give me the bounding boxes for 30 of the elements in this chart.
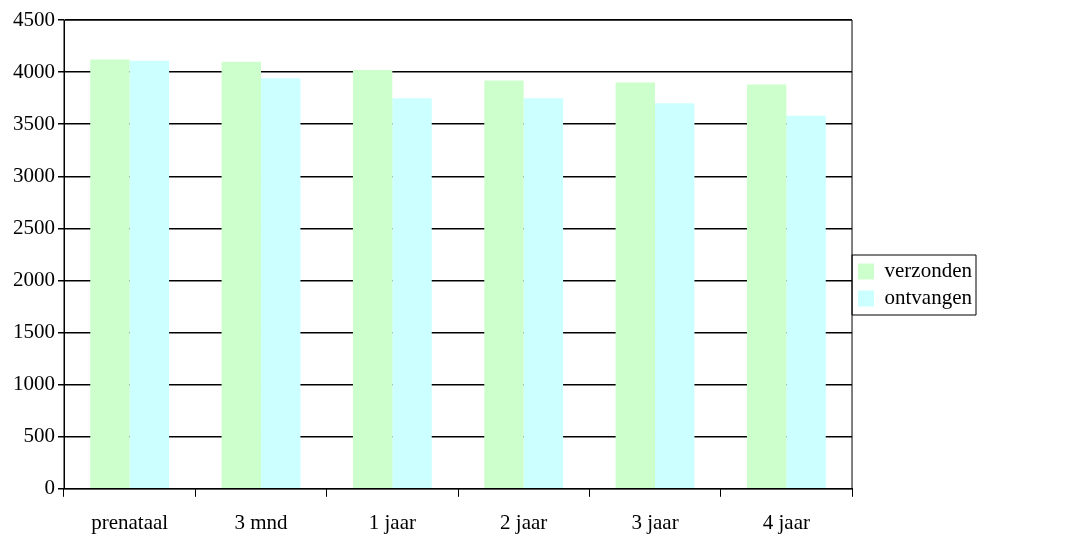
- y-tick-label: 1500: [13, 319, 55, 344]
- bar: [523, 98, 564, 489]
- legend-label: verzonden: [884, 258, 973, 283]
- bar: [129, 60, 170, 489]
- y-tick-label: 2000: [13, 266, 55, 291]
- bar: [90, 59, 130, 489]
- x-tick-label: 1 jaar: [368, 509, 416, 534]
- bar: [221, 61, 262, 489]
- y-tick-label: 3000: [13, 162, 55, 187]
- bar: [746, 84, 787, 489]
- bar: [786, 115, 826, 489]
- bar: [655, 103, 695, 489]
- y-tick-label: 3500: [13, 110, 55, 135]
- bar: [484, 80, 524, 489]
- bar: [352, 70, 393, 489]
- x-tick-label: 4 jaar: [762, 509, 810, 534]
- y-tick-label: 500: [23, 423, 55, 448]
- bar: [615, 82, 656, 489]
- legend-label: ontvangen: [884, 285, 973, 310]
- y-tick-label: 2500: [13, 214, 55, 239]
- x-tick-label: 3 jaar: [631, 509, 679, 534]
- y-tick-label: 4500: [13, 6, 55, 31]
- y-tick-label: 4000: [13, 58, 55, 83]
- bar: [392, 98, 432, 489]
- bar: [261, 78, 301, 489]
- y-tick-label: 1000: [13, 371, 55, 396]
- x-tick-label: 3 mnd: [234, 509, 289, 534]
- y-tick-label: 0: [44, 475, 55, 500]
- x-tick-label: prenataal: [91, 509, 169, 534]
- x-tick-label: 2 jaar: [500, 509, 548, 534]
